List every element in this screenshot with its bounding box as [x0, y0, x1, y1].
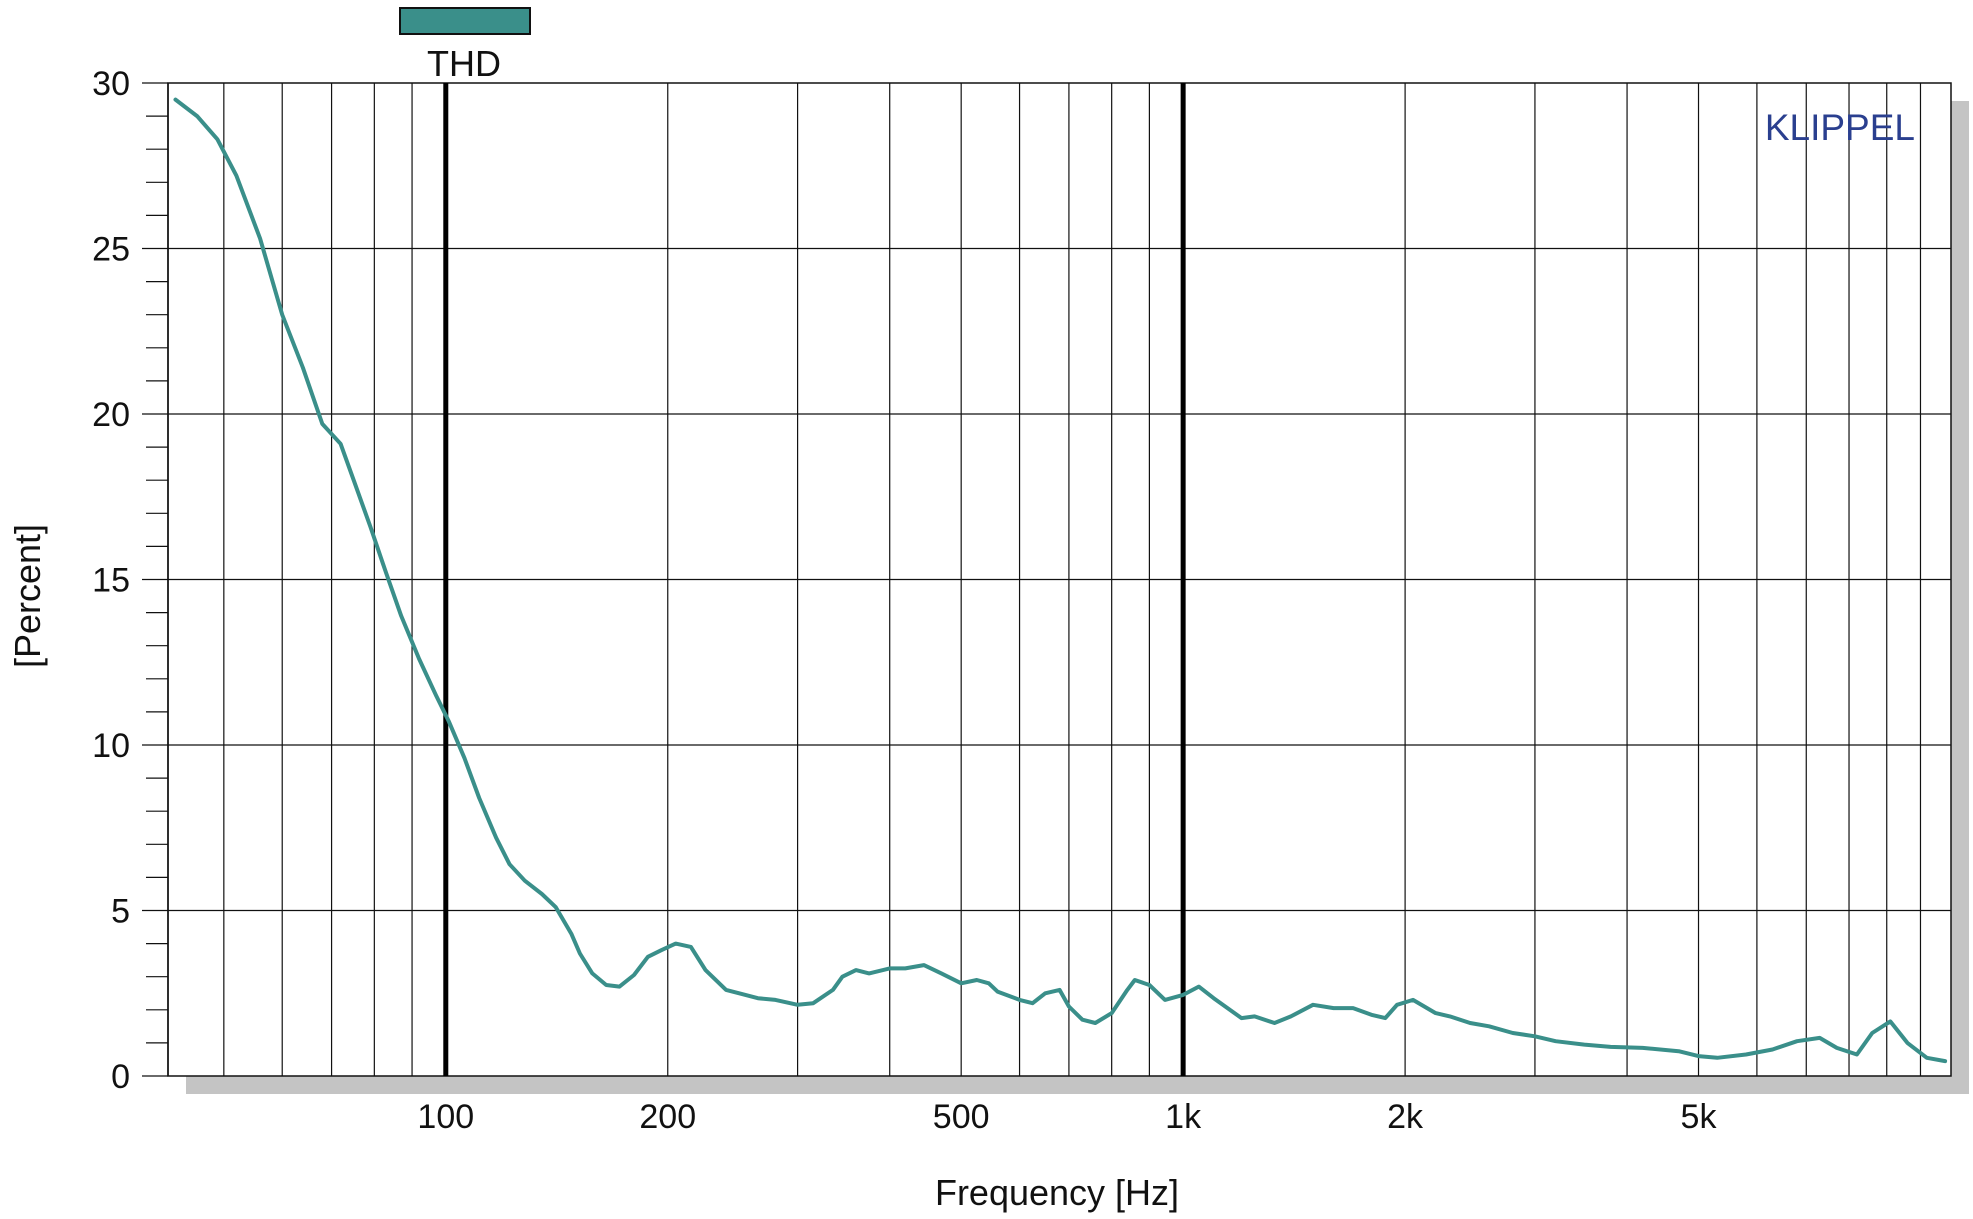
legend: THD [399, 7, 531, 84]
y-tick-label: 25 [92, 231, 130, 269]
x-tick-label: 1k [1165, 1098, 1202, 1136]
x-tick-label: 100 [417, 1098, 474, 1136]
axes: 0 5 10 15 20 25 30 100 200 500 1k 2k 5k [92, 65, 1717, 1136]
y-tick-label: 0 [111, 1058, 130, 1096]
x-axis-title: Frequency [Hz] [935, 1172, 1179, 1213]
grid [167, 82, 1969, 1094]
y-axis-title: [Percent] [7, 524, 48, 668]
y-tick-label: 10 [92, 727, 130, 765]
series-layer [173, 97, 1948, 1064]
legend-swatch-thd [399, 7, 531, 35]
x-tick-label: 500 [933, 1098, 990, 1136]
x-tick-label: 200 [639, 1098, 696, 1136]
y-tick-label: 15 [92, 562, 130, 600]
brand-label: KLIPPEL [1765, 107, 1915, 148]
y-tick-label: 20 [92, 396, 130, 434]
legend-label-thd: THD [427, 43, 501, 84]
marker-lines [443, 83, 1186, 1076]
x-tick-label: 2k [1387, 1098, 1424, 1136]
x-tick-label: 5k [1681, 1098, 1718, 1136]
y-tick-label: 30 [92, 65, 130, 103]
y-tick-label: 5 [111, 893, 130, 931]
series-line-thd [173, 97, 1948, 1064]
